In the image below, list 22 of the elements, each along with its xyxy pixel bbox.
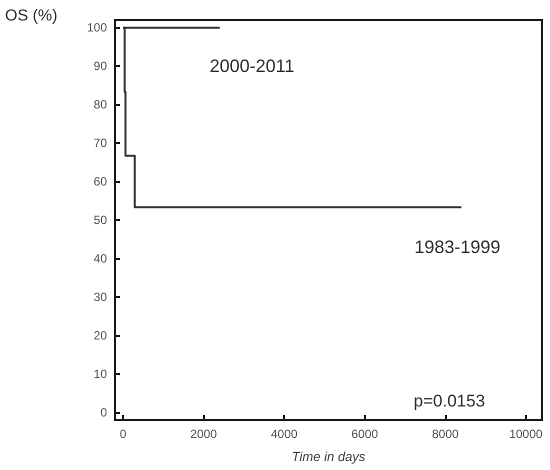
series-label: 2000-2011 [210,56,294,76]
x-tick-label: 0 [120,427,127,441]
x-tick-label: 4000 [270,427,298,441]
annotation: p=0.0153 [414,391,486,410]
y-tick-label: 30 [94,290,108,304]
series-label: 1983-1999 [414,236,500,257]
y-tick-label: 20 [94,328,108,342]
x-tick-label: 8000 [432,427,459,441]
y-tick-label: 0 [100,405,108,420]
y-axis-title: OS (%) [5,8,58,24]
x-tick-label: 10000 [509,427,543,441]
y-tick-label: 90 [94,59,108,74]
y-tick-label: 70 [94,136,108,150]
x-axis-title: Time in days [292,449,366,464]
y-tick-label: 100 [86,20,108,35]
y-tick-label: 50 [94,213,108,227]
x-tick-label: 2000 [190,427,218,441]
x-tick-label: 6000 [351,427,378,441]
y-tick-label: 40 [94,251,108,266]
y-tick-label: 60 [94,174,108,189]
y-tick-label: 10 [94,366,108,381]
y-tick-label: 80 [94,98,108,112]
